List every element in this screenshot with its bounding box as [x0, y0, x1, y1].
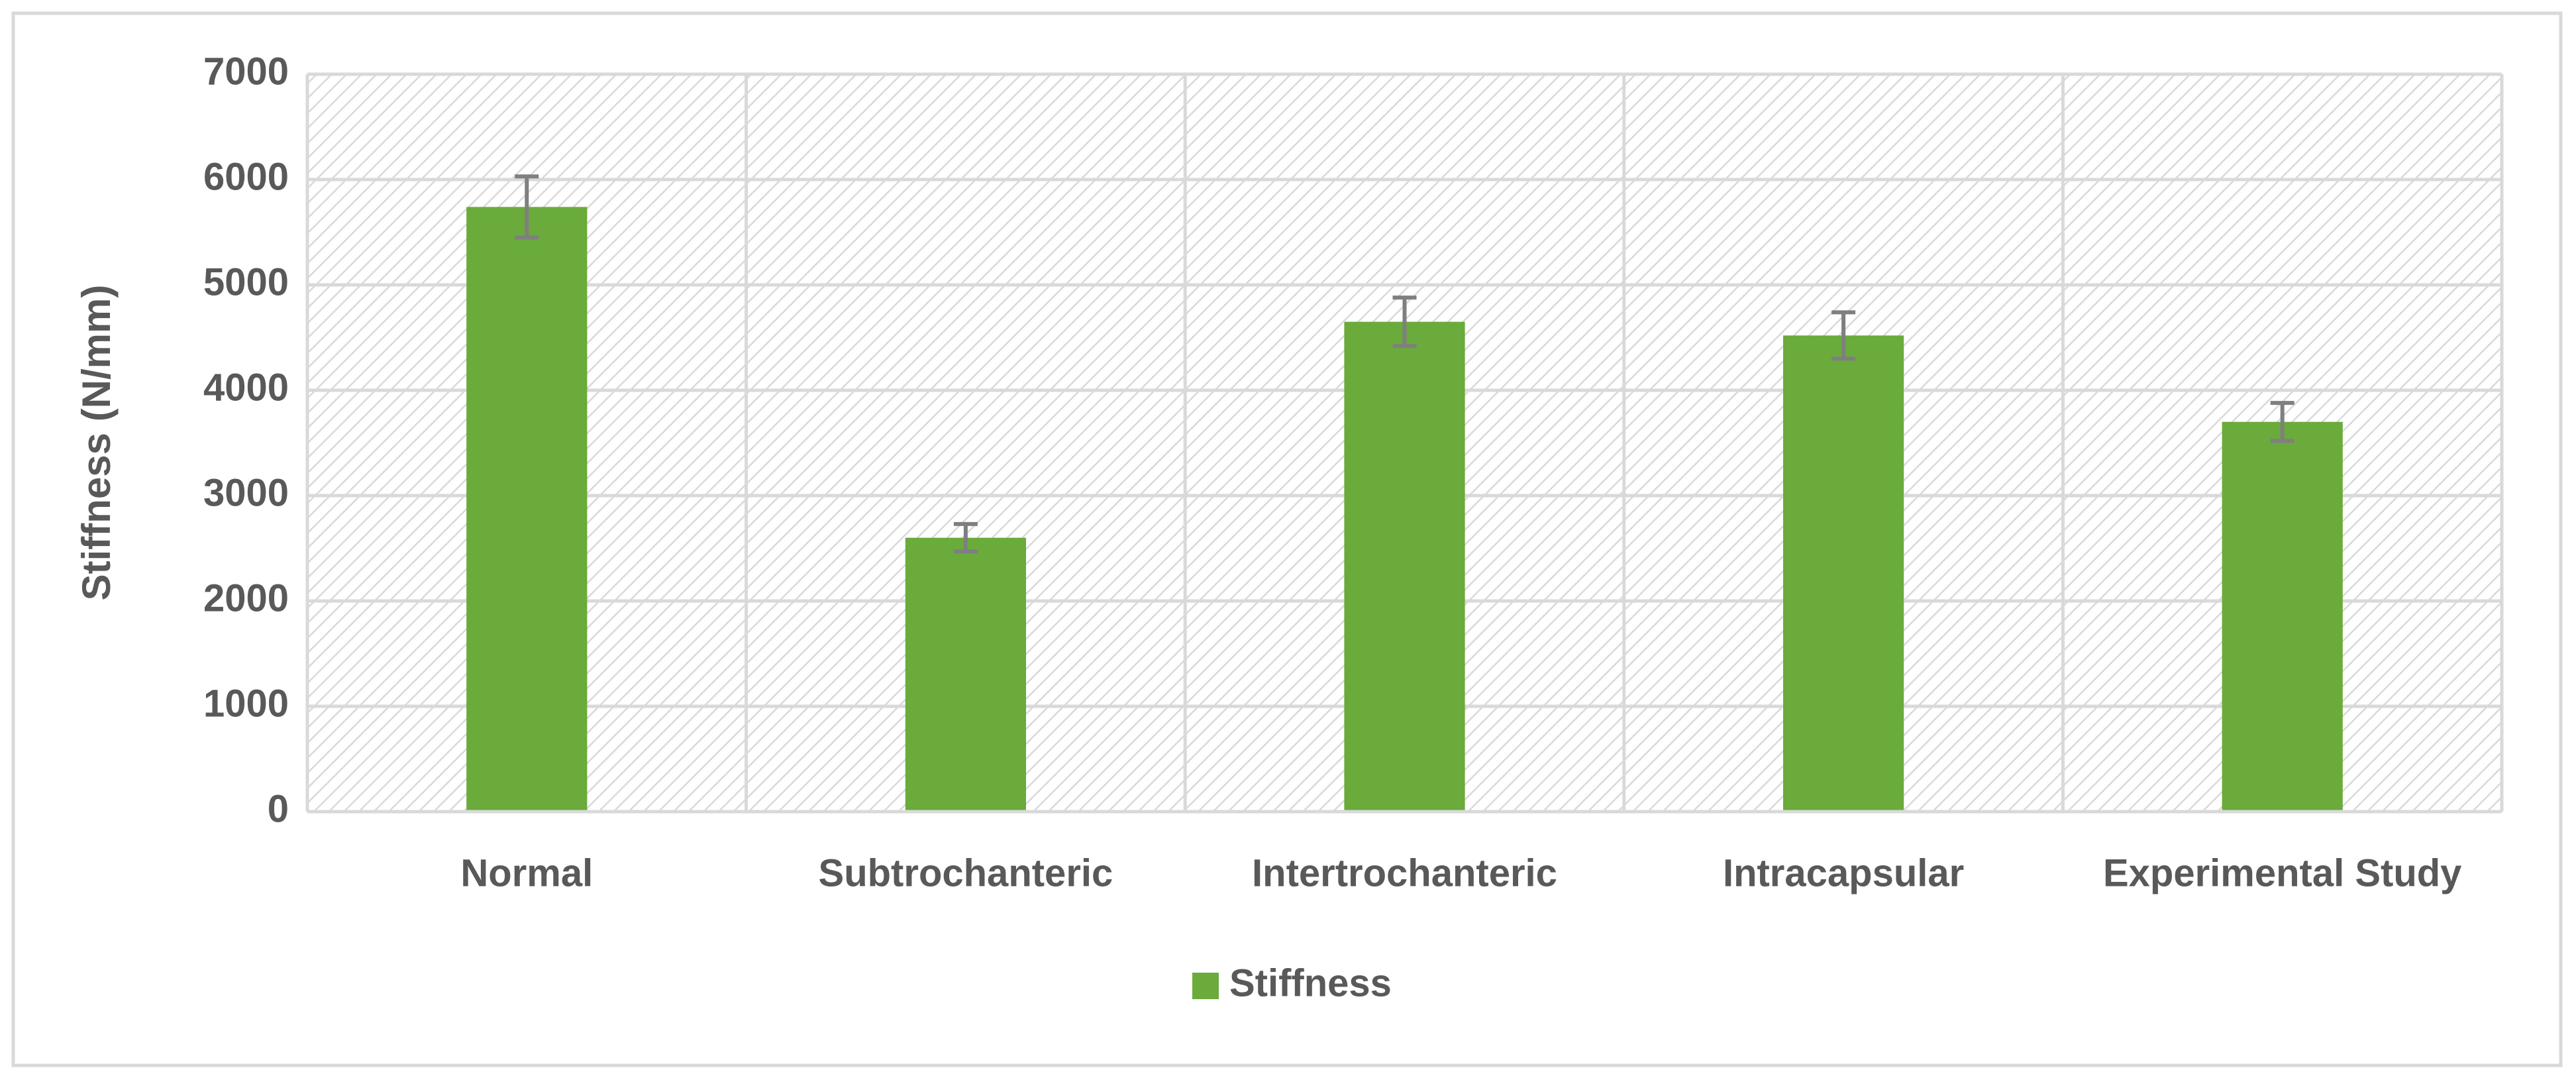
- x-tick-label: Intertrochanteric: [1252, 851, 1557, 894]
- y-tick-label: 1000: [203, 682, 289, 725]
- error-bar: [953, 521, 978, 554]
- bar: [1782, 335, 1904, 812]
- x-tick-label: Normal: [460, 851, 593, 894]
- y-tick-label: 6000: [203, 155, 289, 198]
- y-tick-label: 2000: [203, 576, 289, 620]
- bar: [905, 537, 1027, 812]
- bar: [466, 207, 588, 812]
- y-tick-label: 5000: [203, 260, 289, 303]
- error-bar: [515, 174, 539, 240]
- error-bar: [1831, 310, 1856, 361]
- legend-swatch: [1192, 973, 1219, 999]
- x-tick-label: Intracapsular: [1723, 851, 1964, 894]
- y-axis-label: Stiffness (N/mm): [74, 285, 119, 601]
- error-bar: [2270, 401, 2294, 443]
- y-tick-label: 3000: [203, 471, 289, 514]
- y-tick-label: 7000: [203, 50, 289, 93]
- legend-label: Stiffness: [1229, 961, 1392, 1004]
- error-bar: [1392, 296, 1417, 349]
- x-tick-label: Subtrochanteric: [819, 851, 1113, 894]
- bar: [2222, 421, 2343, 812]
- bar: [1344, 321, 1465, 812]
- y-tick-label: 0: [268, 787, 289, 830]
- x-tick-label: Experimental Study: [2103, 851, 2461, 894]
- y-tick-label: 4000: [203, 366, 289, 409]
